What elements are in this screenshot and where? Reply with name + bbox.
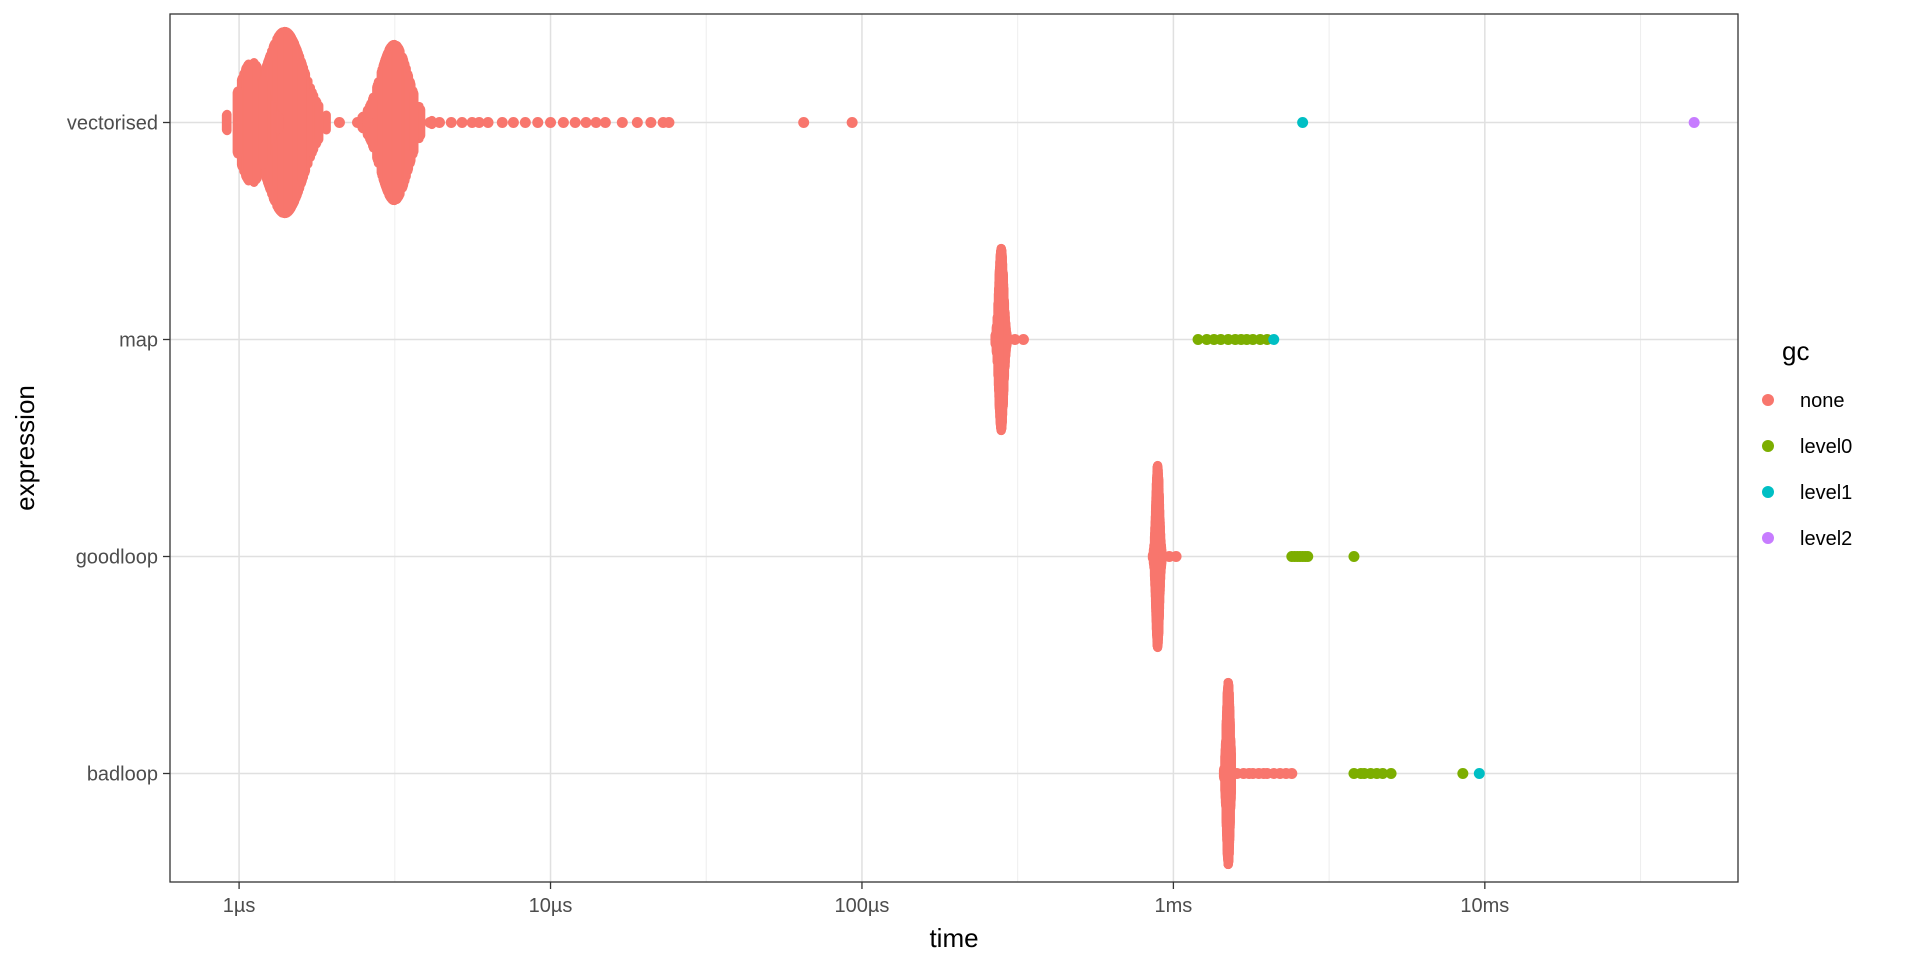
data-point-vectorised <box>424 117 436 128</box>
x-tick-label: 10µs <box>529 895 573 917</box>
data-point-badloop <box>1473 768 1485 779</box>
data-points <box>221 26 1700 870</box>
data-point-vectorised <box>482 117 494 128</box>
data-point-vectorised <box>1297 117 1309 128</box>
data-point-vectorised <box>445 117 457 128</box>
y-tick-label: goodloop <box>76 547 158 569</box>
legend-key-level2 <box>1762 532 1774 544</box>
data-point-vectorised <box>532 117 544 128</box>
x-tick-label: 10ms <box>1460 895 1509 917</box>
y-tick-label: map <box>119 330 158 352</box>
data-point-vectorised <box>433 117 445 128</box>
data-point-vectorised <box>599 117 611 128</box>
plot-border <box>169 13 1739 883</box>
data-point-vectorised <box>496 117 508 128</box>
data-point-vectorised <box>616 117 628 128</box>
legend-title: gc <box>1782 336 1809 366</box>
data-point-badloop <box>1385 768 1397 779</box>
data-point-badloop <box>1377 768 1389 779</box>
x-tick-label: 1µs <box>223 895 256 917</box>
legend-label-level0: level0 <box>1800 436 1852 458</box>
data-point-vectorised <box>663 117 675 128</box>
data-point-vectorised <box>473 117 485 128</box>
y-tick-label: badloop <box>87 764 158 786</box>
y-axis-title: expression <box>10 385 40 511</box>
legend-label-level2: level2 <box>1800 528 1852 550</box>
x-axis-title: time <box>929 923 978 953</box>
x-tick-label: 1ms <box>1154 895 1192 917</box>
data-point-vectorised <box>456 117 468 128</box>
data-point-map <box>1017 334 1029 345</box>
data-point-goodloop <box>1302 551 1314 562</box>
data-point-map <box>1009 334 1021 345</box>
data-point-vectorised <box>846 117 858 128</box>
x-axis: 1µs 10µs 100µs 1ms 10ms <box>223 882 1509 917</box>
x-tick-label: 100µs <box>835 895 890 917</box>
data-point-badloop <box>1457 768 1469 779</box>
legend-key-none <box>1762 394 1774 406</box>
data-point-vectorised <box>545 117 557 128</box>
data-point-vectorised <box>590 117 602 128</box>
legend-key-level0 <box>1762 440 1774 452</box>
data-point-vectorised <box>519 117 531 128</box>
data-point-vectorised <box>798 117 810 128</box>
data-point-vectorised <box>333 117 345 128</box>
data-point-vectorised <box>557 117 569 128</box>
legend-label-level1: level1 <box>1800 482 1852 504</box>
legend-key-level1 <box>1762 486 1774 498</box>
data-point-vectorised <box>1688 117 1700 128</box>
y-tick-label: vectorised <box>67 113 158 135</box>
data-point-map <box>1192 334 1204 345</box>
data-point-vectorised <box>645 117 657 128</box>
data-point-vectorised <box>569 117 581 128</box>
data-point-vectorised <box>580 117 592 128</box>
data-point-vectorised <box>362 117 374 128</box>
plot-background <box>170 14 1738 882</box>
data-point-map <box>1268 334 1280 345</box>
data-point-goodloop <box>1170 551 1182 562</box>
y-axis: vectorised map goodloop badloop <box>67 113 170 786</box>
data-point-vectorised <box>631 117 643 128</box>
data-point-goodloop <box>1348 551 1360 562</box>
legend: gc none level0 level1 level2 <box>1762 336 1852 550</box>
data-point-badloop <box>1286 768 1298 779</box>
legend-label-none: none <box>1800 390 1845 412</box>
data-point-vectorised <box>352 117 364 128</box>
data-point-vectorised <box>507 117 519 128</box>
